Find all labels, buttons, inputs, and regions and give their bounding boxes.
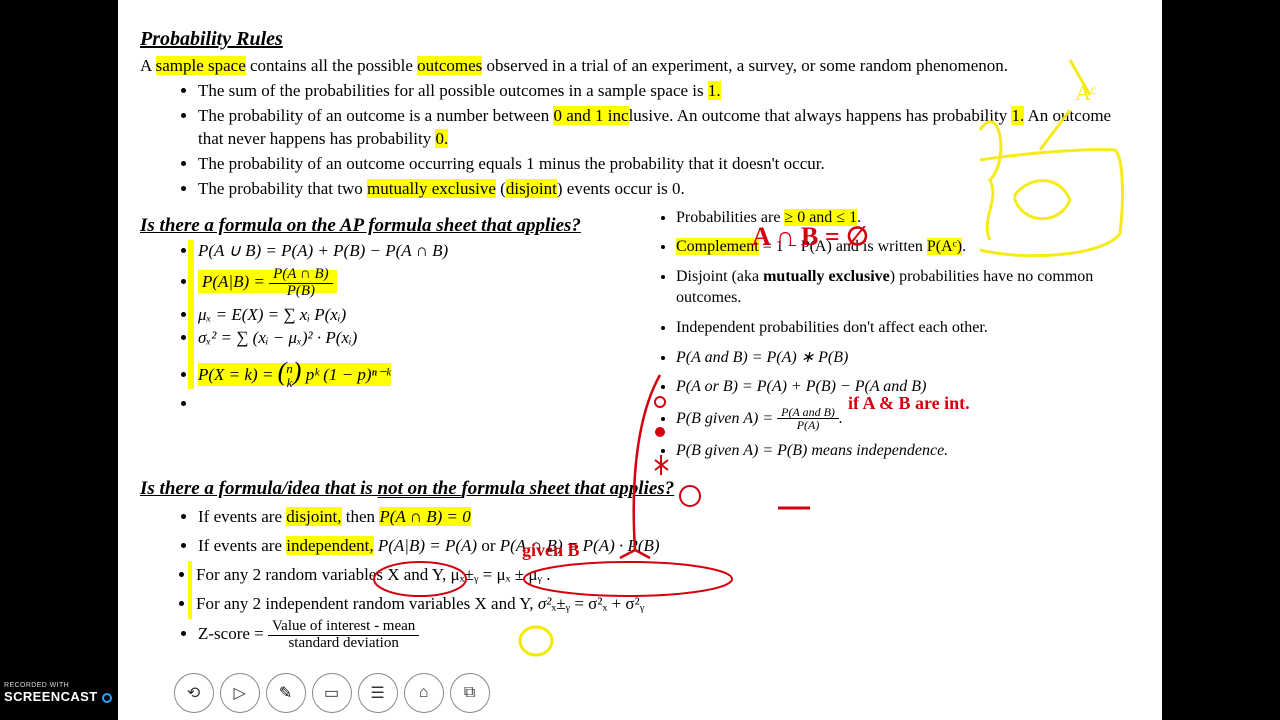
draw-button[interactable]: ✎ — [266, 673, 306, 713]
tool-button[interactable]: ⧉ — [450, 673, 490, 713]
list-item: Disjoint (aka mutually exclusive) probab… — [676, 266, 1140, 309]
bottom-bullet-list: If events are disjoint, then P(A ∩ B) = … — [198, 503, 1140, 651]
document-page: Probability Rules A sample space contain… — [118, 0, 1162, 720]
list-item: The sum of the probabilities for all pos… — [198, 80, 1140, 103]
right-column: Probabilities are ≥ 0 and ≤ 1. Complemen… — [660, 207, 1140, 470]
list-item: P(A and B) = P(A) ∗ P(B) — [676, 347, 1140, 369]
list-item: P(B given A) = P(B) means independence. — [676, 440, 1140, 462]
text: observed in a trial of an experiment, a … — [482, 56, 1008, 75]
formula-list: P(A ∪ B) = P(A) + P(B) − P(A ∩ B) P(A|B)… — [198, 240, 650, 416]
list-item: The probability of an outcome is a numbe… — [198, 105, 1140, 151]
rewind-button[interactable]: ⟲ — [174, 673, 214, 713]
brand-label: RECORDED WITH SCREENCAST MATIC — [4, 682, 160, 704]
intro-paragraph: A sample space contains all the possible… — [140, 55, 1140, 78]
sub-heading-1: Is there a formula on the AP formula she… — [140, 213, 650, 239]
recorder-toolbar: RECORDED WITH SCREENCAST MATIC ⟲ ▷ ✎ ▭ ☰… — [0, 666, 1280, 720]
red-annotation-1: A ∩ B = ∅ — [752, 222, 869, 252]
formula-item: σₓ² = ∑ (xᵢ − μₓ)² · P(xᵢ) — [198, 327, 650, 350]
formula-item: P(A|B) = P(A ∩ B)P(B) — [198, 267, 650, 300]
list-item: If events are independent, P(A|B) = P(A)… — [198, 532, 1140, 561]
red-annotation-3: given B — [522, 540, 580, 561]
highlight: sample space — [156, 56, 246, 75]
list-item: For any 2 independent random variables X… — [196, 590, 1140, 619]
top-bullet-list: The sum of the probabilities for all pos… — [198, 80, 1140, 201]
highlight: outcomes — [417, 56, 482, 75]
formula-item: μₓ = E(X) = ∑ xᵢ P(xᵢ) — [198, 304, 650, 327]
two-column-section: Is there a formula on the AP formula she… — [140, 207, 1140, 470]
tool-button[interactable]: ▭ — [312, 673, 352, 713]
brand-dot-icon — [102, 693, 112, 703]
text: A — [140, 56, 156, 75]
right-bullet-list: Probabilities are ≥ 0 and ≤ 1. Complemen… — [676, 207, 1140, 462]
list-item: The probability of an outcome occurring … — [198, 153, 1140, 176]
list-item: The probability that two mutually exclus… — [198, 178, 1140, 201]
page-title: Probability Rules — [140, 26, 1140, 53]
formula-item: P(A ∪ B) = P(A) + P(B) − P(A ∩ B) — [198, 240, 650, 263]
tool-button[interactable]: ⌂ — [404, 673, 444, 713]
left-column: Is there a formula on the AP formula she… — [140, 207, 650, 470]
sub-heading-2: Is there a formula/idea that is not on t… — [140, 476, 1140, 502]
list-item: Independent probabilities don't affect e… — [676, 317, 1140, 339]
text: contains all the possible — [246, 56, 417, 75]
red-annotation-2: if A & B are int. — [848, 393, 970, 414]
list-item: If events are disjoint, then P(A ∩ B) = … — [198, 503, 1140, 532]
list-item: Complement = 1 − P(A) and is written P(A… — [676, 236, 1140, 258]
formula-item: P(X = k) = (nk) pᵏ (1 − p)ⁿ⁻ᵏ — [198, 354, 650, 390]
list-item: Z-score = Value of interest - meanstanda… — [198, 619, 1140, 652]
tool-button[interactable]: ☰ — [358, 673, 398, 713]
list-item: For any 2 random variables X and Y, μₓ±ᵧ… — [196, 561, 1140, 590]
formula-item-empty — [198, 393, 650, 416]
play-button[interactable]: ▷ — [220, 673, 260, 713]
list-item: Probabilities are ≥ 0 and ≤ 1. — [676, 207, 1140, 229]
